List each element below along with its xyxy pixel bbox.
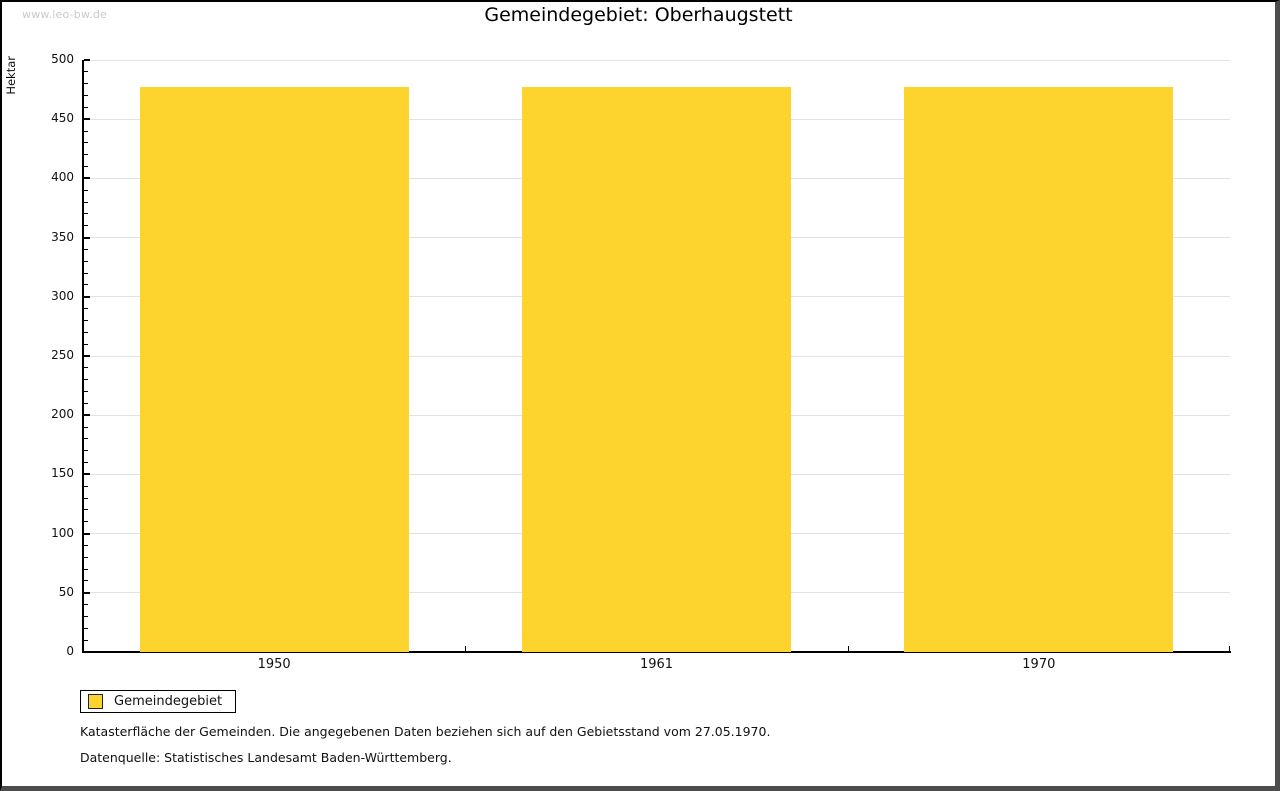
y-tick-label: 0 [66, 644, 74, 658]
chart-title: Gemeindegebiet: Oberhaugstett [484, 4, 793, 26]
legend: Gemeindegebiet [80, 690, 237, 713]
y-minor-tick [84, 426, 88, 428]
y-minor-tick [84, 367, 88, 369]
y-tick-label: 250 [51, 348, 74, 362]
y-minor-tick [84, 248, 88, 250]
y-tick-label: 300 [51, 288, 74, 303]
y-axis-line [82, 60, 84, 653]
y-major-tick [84, 295, 90, 298]
y-minor-tick [84, 556, 88, 558]
y-minor-tick [84, 142, 88, 144]
y-minor-tick [84, 544, 88, 546]
y-minor-tick [84, 639, 88, 641]
y-minor-tick [84, 71, 88, 73]
y-tick-label: 500 [51, 52, 74, 66]
watermark: www.leo-bw.de [22, 8, 108, 21]
y-major-tick [84, 414, 90, 417]
bar-1961 [522, 87, 791, 652]
y-minor-tick [84, 130, 88, 132]
y-minor-tick [84, 189, 88, 191]
y-major-tick [84, 236, 90, 239]
y-minor-tick [84, 627, 88, 629]
gridline [83, 59, 1230, 61]
y-major-tick [84, 591, 90, 594]
footnote-2: Datenquelle: Statistisches Landesamt Bad… [80, 750, 452, 765]
x-tick-label: 1961 [639, 657, 674, 672]
x-boundary-tick [847, 646, 849, 652]
y-minor-tick [84, 402, 88, 404]
x-tick-label: 1950 [257, 657, 291, 672]
bar-1970 [904, 87, 1174, 652]
y-minor-tick [84, 391, 88, 393]
y-minor-tick [84, 615, 88, 617]
footnote-1: Katasterfläche der Gemeinden. Die angege… [80, 724, 771, 739]
y-tick-label: 400 [51, 170, 74, 185]
bar-1950 [139, 87, 409, 652]
y-minor-tick [84, 260, 88, 262]
y-minor-tick [84, 331, 88, 333]
y-minor-tick [84, 308, 88, 310]
y-minor-tick [84, 604, 88, 606]
y-tick-label: 150 [51, 466, 74, 481]
y-major-tick [84, 59, 90, 61]
y-minor-tick [84, 106, 88, 108]
y-minor-tick [84, 201, 88, 203]
x-boundary-tick [465, 646, 467, 652]
y-minor-tick [84, 154, 88, 156]
x-axis-line [82, 651, 1231, 653]
y-minor-tick [84, 462, 88, 464]
y-minor-tick [84, 438, 88, 440]
y-minor-tick [84, 450, 88, 452]
y-minor-tick [84, 284, 88, 286]
y-tick-label: 450 [51, 111, 74, 126]
y-major-tick [84, 355, 90, 357]
legend-swatch-icon [88, 694, 103, 709]
y-minor-tick [84, 83, 88, 85]
y-minor-tick [84, 343, 88, 345]
y-tick-label: 350 [51, 229, 74, 244]
y-tick-label: 50 [58, 584, 74, 599]
y-minor-tick [84, 509, 88, 511]
y-tick-label: 100 [51, 525, 74, 540]
y-minor-tick [84, 497, 88, 499]
y-major-tick [84, 532, 90, 535]
y-minor-tick [84, 319, 88, 321]
x-axis-end-tick [1229, 646, 1230, 652]
y-major-tick [84, 473, 90, 476]
y-minor-tick [84, 379, 88, 381]
x-tick-label: 1970 [1022, 657, 1056, 672]
y-minor-tick [84, 568, 88, 570]
y-minor-tick [84, 95, 88, 97]
y-major-tick [84, 177, 90, 180]
y-tick-label: 200 [51, 407, 74, 422]
y-minor-tick [84, 485, 88, 487]
y-minor-tick [84, 166, 88, 168]
y-minor-tick [84, 213, 88, 215]
y-major-tick [84, 118, 90, 121]
y-minor-tick [84, 580, 88, 582]
y-minor-tick [84, 225, 88, 227]
legend-label: Gemeindegebiet [114, 694, 223, 709]
y-major-tick [84, 651, 90, 653]
y-minor-tick [84, 272, 88, 274]
y-minor-tick [84, 521, 88, 523]
